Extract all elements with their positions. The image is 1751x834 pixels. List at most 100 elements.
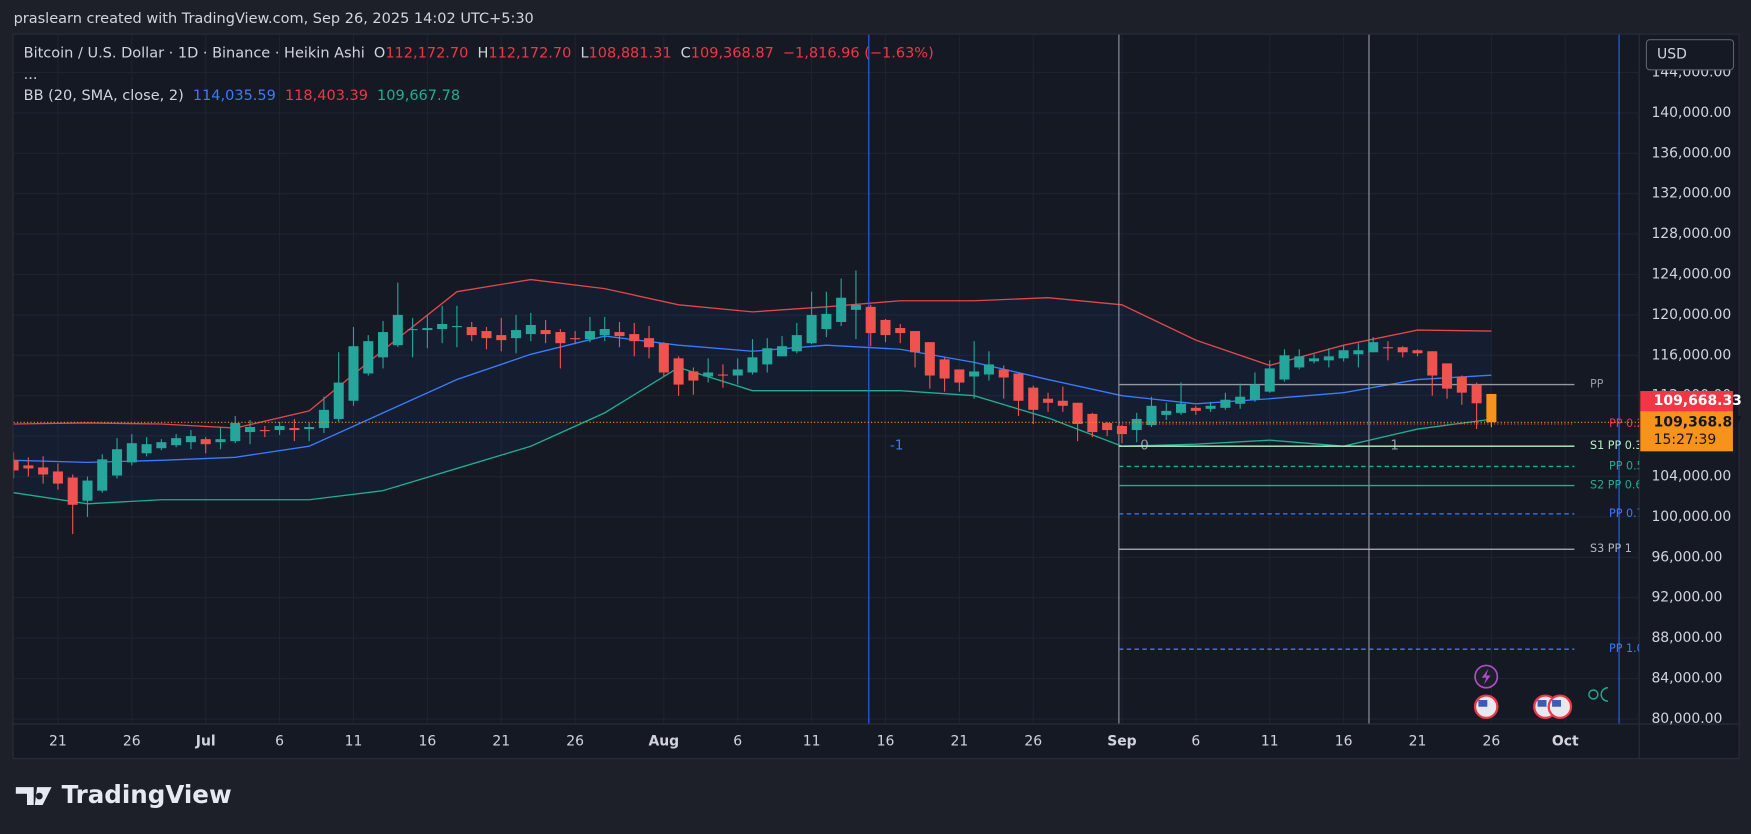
y-tick-label: 92,000.00 [1651, 590, 1722, 606]
x-tick-label: 11 [1261, 733, 1279, 749]
legend-more[interactable]: ... [24, 67, 38, 83]
x-tick-label: Jul [195, 733, 216, 749]
events [1473, 664, 1608, 720]
attribution: praslearn created with TradingView.com, … [14, 11, 534, 27]
pivot-label: PP 0.7 [1609, 507, 1644, 520]
candle-body [1427, 351, 1438, 376]
candle-body [1102, 422, 1113, 431]
candle-body [1456, 376, 1467, 393]
y-tick-label: 132,000.00 [1651, 186, 1731, 202]
candle-body [644, 338, 655, 348]
band-line [13, 366, 1492, 505]
candle-body [599, 329, 610, 336]
ohlc-value: 112,172.70 [385, 46, 468, 62]
period-label: -1 [890, 438, 903, 453]
candle-body [688, 371, 699, 381]
y-tick-label: 100,000.00 [1651, 509, 1731, 525]
candle-body [407, 329, 418, 331]
y-tick-label: 120,000.00 [1651, 307, 1731, 323]
pivot-label: PP 1.0 [1609, 642, 1644, 655]
indicator-value: 109,667.78 [377, 88, 460, 104]
y-tick-label: 88,000.00 [1651, 630, 1722, 646]
candle-body [496, 335, 507, 341]
candle-body [806, 314, 817, 344]
change: −1,816.96 (−1.63%) [783, 46, 934, 62]
x-tick-label: 26 [1483, 733, 1501, 749]
x-tick-label: 21 [49, 733, 67, 749]
band-price-label-bg [1640, 391, 1733, 412]
candle-body [1013, 373, 1024, 401]
y-tick-label: 124,000.00 [1651, 266, 1731, 282]
x-tick-label: 26 [566, 733, 584, 749]
x-tick-label: 6 [733, 733, 742, 749]
x-tick-label: 26 [123, 733, 141, 749]
candle-body [525, 325, 536, 335]
candle-body [1028, 387, 1039, 410]
y-tick-label: 116,000.00 [1651, 347, 1731, 363]
currency-label[interactable]: USD [1657, 47, 1687, 63]
candle-body [1323, 356, 1334, 361]
candle-body [1176, 403, 1187, 413]
candle-body [185, 436, 196, 443]
candle-body [1190, 407, 1201, 411]
band-line [13, 278, 1492, 429]
x-tick-label: 6 [1191, 733, 1200, 749]
candle-body [939, 359, 950, 379]
y-tick-label: 140,000.00 [1651, 105, 1731, 121]
footer-brand: TradingView [62, 780, 232, 809]
candle-body [1309, 358, 1320, 362]
candle-body [1294, 356, 1305, 368]
candle-body [1161, 410, 1172, 415]
candle-body [747, 357, 758, 373]
pivot-label: S1 PP 0.3 [1590, 439, 1642, 452]
candle-body [703, 372, 714, 377]
candle-body [836, 297, 847, 322]
candle-body [82, 480, 93, 501]
candle-body [304, 427, 315, 430]
currency-button[interactable] [1645, 39, 1735, 71]
candle-body [215, 439, 226, 443]
candle-body [126, 443, 137, 463]
candle-body [850, 304, 861, 310]
candle-body [13, 460, 19, 471]
candle-body [392, 314, 403, 346]
candle-body [348, 346, 359, 401]
candle-body [998, 369, 1009, 378]
candle-body [1471, 384, 1482, 404]
candle-body [658, 343, 669, 373]
candle-body [245, 427, 256, 433]
x-tick-label: 16 [1335, 733, 1353, 749]
y-tick-label: 80,000.00 [1651, 711, 1722, 727]
indicator-name: BB (20, SMA, close, 2) [24, 88, 184, 104]
candle-body [1353, 350, 1364, 355]
candle-body [910, 331, 921, 353]
candle-body [629, 334, 640, 342]
candle-body [1368, 342, 1379, 353]
indicator-value: 118,403.39 [285, 88, 368, 104]
candle-body [1397, 347, 1408, 353]
candle-body [437, 323, 448, 330]
candle-body [969, 371, 980, 377]
y-tick-label: 96,000.00 [1651, 549, 1722, 565]
x-tick-label: 16 [418, 733, 436, 749]
event-icon-glyph [1481, 668, 1491, 685]
ohlc-key: H [477, 46, 488, 62]
y-tick-label: 136,000.00 [1651, 145, 1731, 161]
candle-body [274, 426, 285, 431]
candle-body [200, 439, 211, 445]
candle-body [363, 341, 374, 374]
candle-body [791, 335, 802, 352]
pivot-levels: PP PP 0.2 S1 PP 0.3 PP 0.5 S2 PP 0.6 PP 0.7 S3… [1118, 378, 1644, 655]
candle-body [1043, 398, 1054, 403]
candle-body [67, 477, 78, 505]
indicator-row: BB (20, SMA, close, 2) 114,035.59 118,40… [24, 88, 460, 104]
footer-logo [15, 787, 52, 805]
candle-body [511, 330, 522, 339]
countdown-label: 15:27:39 [1654, 432, 1717, 448]
candle-body [777, 346, 788, 357]
x-tick-label: Sep [1107, 733, 1136, 749]
candle-body [289, 428, 300, 431]
candle-body [762, 348, 773, 365]
